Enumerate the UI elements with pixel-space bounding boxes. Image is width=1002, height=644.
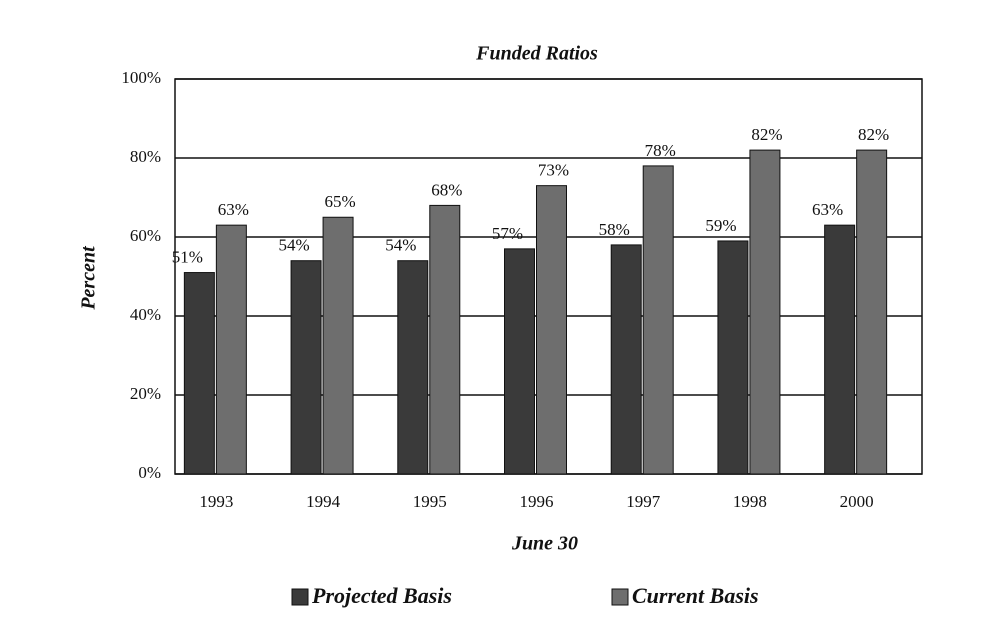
y-tick-label: 0% — [138, 463, 161, 482]
value-label: 59% — [705, 216, 736, 235]
x-axis-title: June 30 — [511, 533, 578, 555]
value-label: 63% — [812, 200, 843, 219]
value-label: 57% — [492, 224, 523, 243]
value-label: 54% — [278, 236, 309, 255]
x-tick-label: 1995 — [413, 492, 447, 511]
y-tick-label: 60% — [130, 226, 161, 245]
bar — [290, 260, 322, 475]
x-tick-label: 1998 — [733, 492, 767, 511]
value-label: 82% — [751, 125, 782, 144]
x-tick-label: 1993 — [199, 492, 233, 511]
chart-title: Funded Ratios — [475, 43, 598, 65]
legend-label: Current Basis — [632, 583, 759, 608]
bar — [322, 216, 354, 475]
bar — [824, 224, 856, 475]
value-label: 65% — [324, 192, 355, 211]
bar — [504, 248, 535, 475]
y-tick-label: 100% — [121, 68, 161, 87]
legend-swatch — [291, 588, 309, 606]
x-tick-label: 1997 — [626, 492, 661, 511]
value-label: 54% — [385, 236, 416, 255]
bar — [397, 260, 429, 475]
bar — [856, 149, 888, 475]
y-tick-label: 20% — [130, 384, 161, 403]
y-tick-label: 80% — [130, 147, 161, 166]
legend-swatch — [611, 588, 629, 606]
bar — [717, 240, 749, 475]
y-tick-label: 40% — [130, 305, 161, 324]
bar — [183, 272, 215, 475]
x-tick-label: 1994 — [306, 492, 341, 511]
bar — [642, 165, 674, 475]
value-label: 68% — [431, 180, 462, 199]
bar — [215, 224, 247, 475]
x-tick-label: 1996 — [520, 492, 554, 511]
bar — [749, 149, 781, 475]
value-label: 73% — [538, 161, 569, 180]
bar — [536, 185, 567, 475]
value-label: 78% — [645, 141, 676, 160]
value-label: 58% — [599, 220, 630, 239]
bar — [610, 244, 642, 475]
x-tick-label: 2000 — [840, 492, 874, 511]
legend-label: Projected Basis — [311, 583, 452, 608]
bar — [429, 204, 461, 475]
value-label: 63% — [218, 200, 249, 219]
y-axis-title: Percent — [78, 245, 100, 311]
value-label: 51% — [172, 247, 203, 266]
value-label: 82% — [858, 125, 889, 144]
